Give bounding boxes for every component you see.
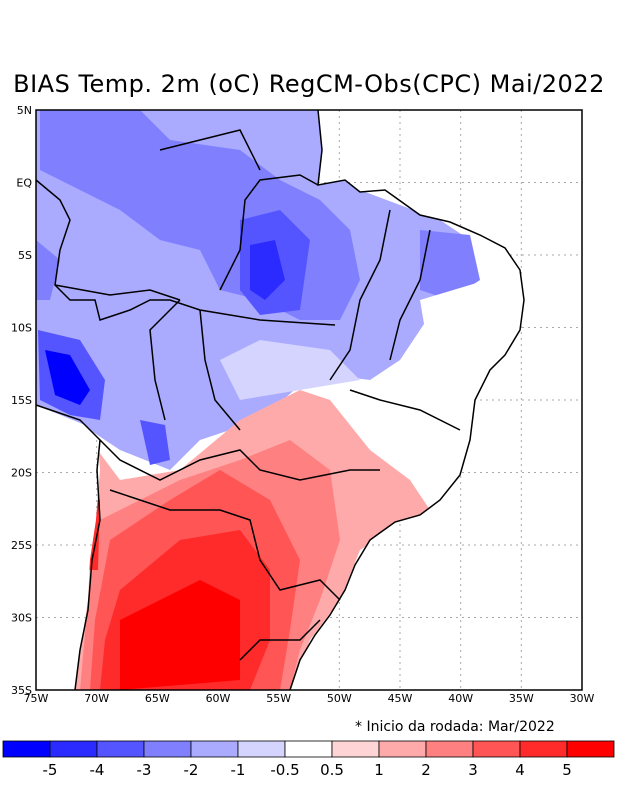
map-title: BIAS Temp. 2m (oC) RegCM-Obs(CPC) Mai/20… [13,70,605,98]
lat-tick-label: 25S [11,539,32,552]
colorbar-swatch [566,740,615,758]
colorbar-swatch [378,740,427,758]
colorbar-swatch [472,740,521,758]
latitude-labels: 5N EQ 5S 10S 15S 20S 25S 30S 35S [11,104,32,697]
colorbar-label: -5 [43,761,58,779]
colorbar-swatch [237,740,286,758]
run-start-note: * Inicio da rodada: Mar/2022 [355,719,555,735]
lon-tick-label: 50W [327,692,352,705]
lat-tick-label: 5S [18,249,32,262]
colorbar-label: 3 [468,761,478,779]
colorbar-swatch [96,740,145,758]
lat-tick-label: EQ [16,177,32,190]
longitude-labels: 75W 70W 65W 60W 55W 50W 45W 40W 35W 30W [24,692,595,705]
colorbar-label: 4 [515,761,525,779]
lon-tick-label: 40W [448,692,473,705]
colorbar-swatch [49,740,98,758]
colorbar-swatch [425,740,474,758]
colorbar-swatch [331,740,380,758]
lon-tick-label: 55W [266,692,291,705]
colorbar-swatch [284,740,333,758]
colorbar-label: -3 [137,761,152,779]
country-borders [35,109,525,691]
lon-tick-label: 70W [84,692,109,705]
bias-field [36,110,524,690]
map-frame [35,109,583,691]
colorbar-swatch [519,740,568,758]
lat-tick-label: 15S [11,394,32,407]
lon-tick-label: 30W [570,692,595,705]
colorbar-swatch [143,740,192,758]
lat-tick-label: 30S [11,612,32,625]
colorbar-swatch [2,740,51,758]
lat-tick-label: 5N [17,104,32,117]
lon-tick-label: 35W [509,692,534,705]
lon-tick-label: 45W [388,692,413,705]
lat-tick-label: 10S [11,322,32,335]
colorbar: -5 -4 -3 -2 -1 -0.5 0.5 1 2 3 4 5 [2,740,615,779]
colorbar-label: 1 [374,761,384,779]
colorbar-swatch [190,740,239,758]
lat-tick-label: 20S [11,467,32,480]
colorbar-label: -4 [90,761,105,779]
colorbar-label: -0.5 [270,761,299,779]
colorbar-label: -2 [184,761,199,779]
lat-tick-label: 35S [11,684,32,697]
lon-tick-label: 60W [206,692,231,705]
colorbar-label: 0.5 [320,761,344,779]
lon-tick-label: 65W [145,692,170,705]
colorbar-label: 5 [562,761,572,779]
colorbar-label: -1 [231,761,246,779]
colorbar-label: 2 [421,761,431,779]
lon-tick-label: 75W [24,692,49,705]
